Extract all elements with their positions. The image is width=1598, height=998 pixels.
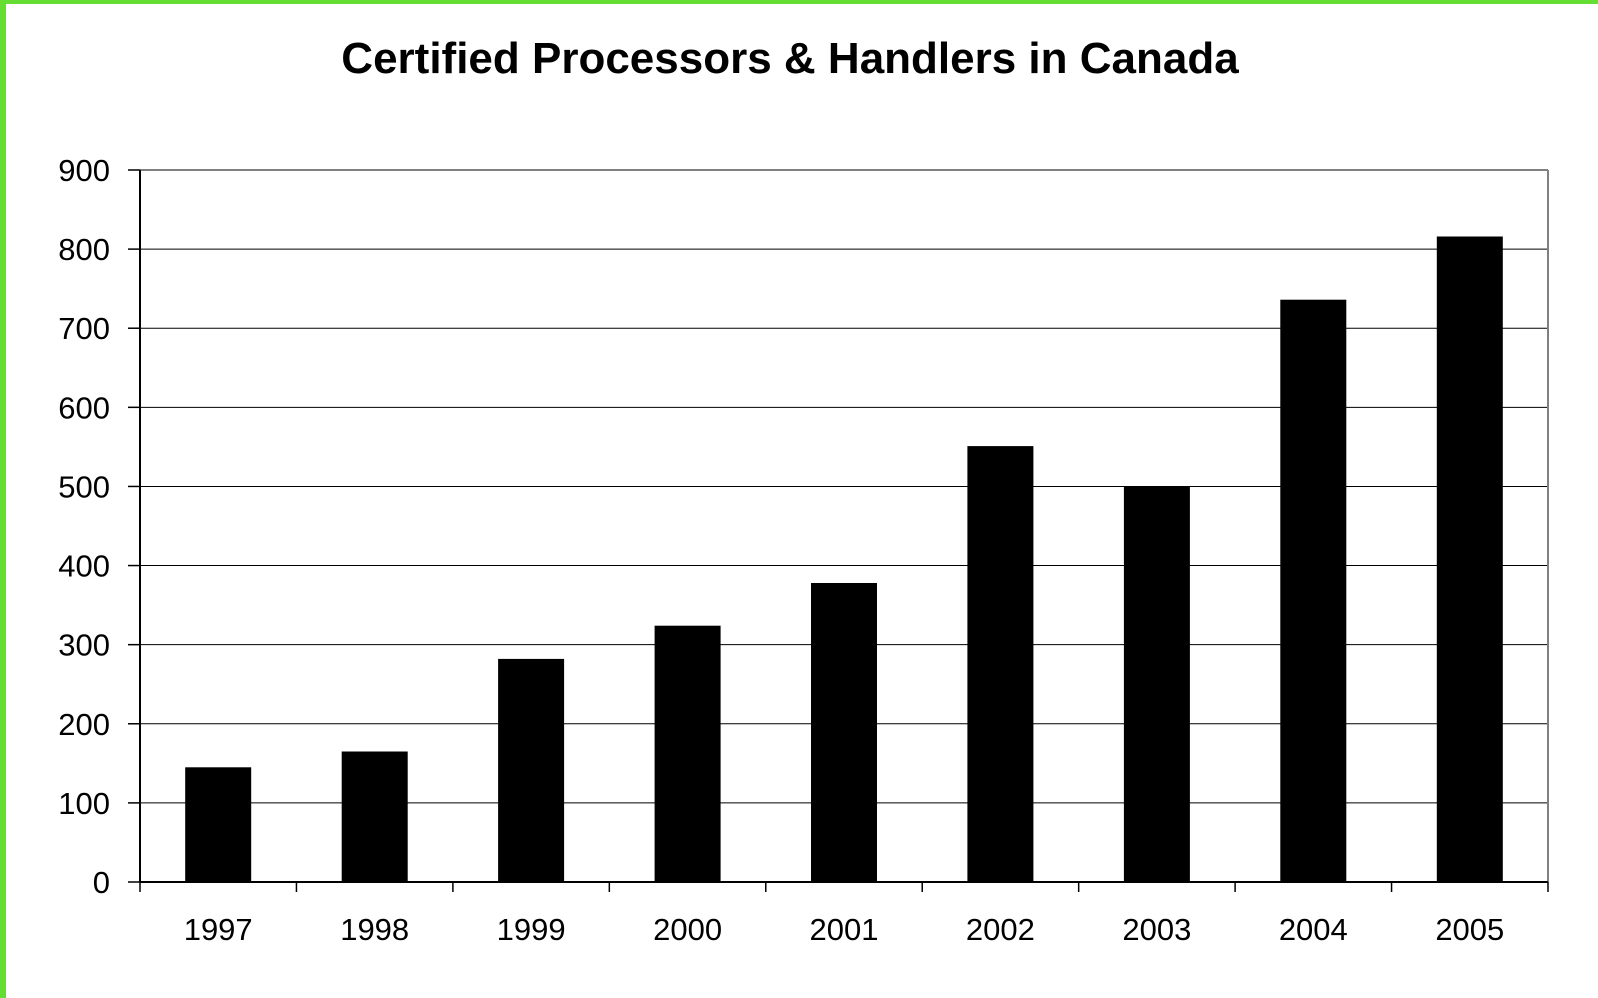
x-tick-label: 2002 <box>966 912 1035 947</box>
chart-title: Certified Processors & Handlers in Canad… <box>341 34 1239 83</box>
x-tick-label: 2000 <box>653 912 722 947</box>
y-tick-label: 100 <box>58 786 110 821</box>
axes <box>128 169 1549 892</box>
bar-2000 <box>654 625 721 882</box>
x-tick-labels: 1997 1998 1999 2000 2001 2002 2003 2004 2005 <box>184 912 1505 947</box>
y-tick-label: 500 <box>58 469 110 504</box>
bars <box>185 236 1503 882</box>
y-tick-label: 300 <box>58 628 110 663</box>
x-tick-label: 2001 <box>810 912 879 947</box>
x-tick-label: 2003 <box>1122 912 1191 947</box>
bar-2002 <box>967 446 1034 882</box>
x-tick-label: 1997 <box>184 912 253 947</box>
bar-2001 <box>811 583 877 882</box>
x-tick-label: 2005 <box>1435 912 1504 947</box>
x-tick-label: 1999 <box>497 912 566 947</box>
x-tick-label: 1998 <box>340 912 409 947</box>
bar-2003 <box>1123 486 1190 882</box>
y-tick-label: 700 <box>58 311 110 346</box>
bar-2005 <box>1436 236 1503 882</box>
x-tick-label: 2004 <box>1279 912 1348 947</box>
y-tick-label: 800 <box>58 232 110 267</box>
y-tick-label: 0 <box>93 865 110 900</box>
bar-1999 <box>498 658 565 882</box>
bar-2004 <box>1280 299 1347 882</box>
bar-1998 <box>341 751 408 882</box>
y-tick-label: 900 <box>58 153 110 188</box>
y-tick-label: 400 <box>58 549 110 584</box>
y-tick-label: 600 <box>58 390 110 425</box>
bar-1997 <box>185 767 252 882</box>
y-tick-label: 200 <box>58 707 110 742</box>
y-tick-labels: 0 100 200 300 400 500 600 700 800 900 <box>58 153 110 900</box>
